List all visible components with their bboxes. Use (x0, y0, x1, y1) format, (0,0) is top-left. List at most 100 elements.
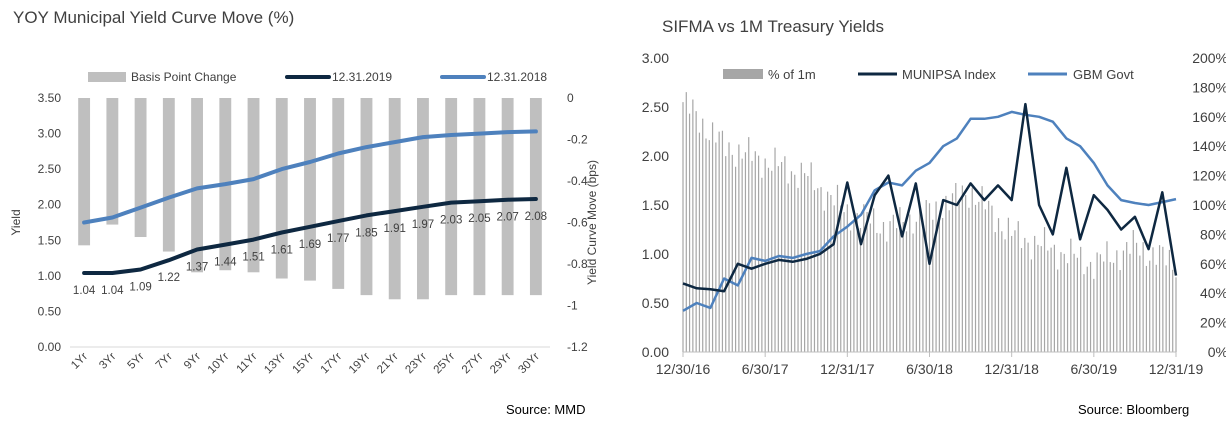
x-tick-label: 10Yr (206, 351, 232, 377)
legend-swatch (723, 69, 763, 79)
data-label: 1.97 (412, 219, 434, 231)
x-tick-label: 12/31/18 (984, 361, 1039, 377)
bar (445, 98, 458, 296)
series-line (82, 197, 538, 275)
x-tick-label: 15Yr (290, 351, 316, 377)
y-tick-label: 0.00 (38, 340, 62, 354)
bar (106, 98, 119, 225)
legend-label: 12.31.2018 (487, 70, 547, 84)
data-label: 1.69 (299, 239, 321, 251)
y2-tick-label: 0% (1208, 344, 1226, 360)
y-tick-label: 1.50 (38, 233, 62, 247)
x-tick-label: 25Yr (432, 351, 458, 377)
y-tick-label: 3.00 (642, 50, 669, 66)
y-tick-label: 3.50 (38, 91, 62, 105)
y2-tick-label: -1.2 (567, 340, 588, 354)
x-tick-label: 9Yr (182, 351, 203, 372)
y-tick-label: 2.00 (38, 198, 62, 212)
data-label: 1.04 (101, 285, 124, 297)
x-tick-label: 13Yr (262, 351, 288, 377)
x-tick-label: 6/30/18 (906, 361, 953, 377)
x-tick-label: 29Yr (488, 351, 514, 377)
legend-swatch (88, 72, 126, 82)
data-label: 1.44 (214, 257, 237, 269)
data-label: 1.61 (271, 244, 293, 256)
data-label: 1.09 (129, 281, 151, 293)
bar (332, 98, 345, 289)
sifma-treasury-chart-panel: SIFMA vs 1M Treasury Yields 3.00 2.50 2.00… (615, 0, 1226, 427)
y-tick-label: 1.00 (38, 269, 62, 283)
data-label: 2.05 (468, 213, 490, 225)
bar (360, 98, 373, 296)
yield-curve-chart: 3.50 3.00 2.50 2.00 1.50 1.00 0.50 0.00 0 -0.2 -0.… (9, 70, 599, 377)
y-tick-label: 2.00 (642, 148, 669, 164)
series-line (682, 102, 1178, 293)
y2-tick-label: -0.2 (567, 133, 588, 147)
bar (134, 98, 147, 238)
y-tick-label: 1.50 (642, 197, 669, 213)
y-tick-label: 2.50 (642, 99, 669, 115)
bar (78, 98, 91, 246)
x-tick-label: 5Yr (126, 351, 147, 372)
y2-tick-label: -0.6 (567, 216, 588, 230)
x-tick-label: 7Yr (154, 351, 175, 372)
bar (417, 98, 429, 300)
x-tick-label: 6/30/19 (1070, 361, 1117, 377)
y-tick-label: 2.50 (38, 162, 62, 176)
series-line (682, 110, 1177, 312)
bar (304, 98, 316, 281)
y-tick-label: 0.50 (38, 304, 62, 318)
data-label: 1.85 (355, 227, 377, 239)
y2-tick-label: 140% (1192, 138, 1226, 154)
x-tick-label: 3Yr (97, 351, 118, 372)
y2-tick-label: 120% (1192, 168, 1226, 184)
legend-label: MUNIPSA Index (902, 67, 996, 82)
x-tick-label: 11Yr (235, 351, 260, 376)
y-tick-label: 1.00 (642, 246, 669, 262)
x-tick-label: 1Yr (69, 351, 90, 372)
legend-label: GBM Govt (1073, 67, 1134, 82)
y2-tick-label: -0.4 (567, 174, 588, 188)
y2-tick-label: 20% (1200, 315, 1226, 331)
yield-curve-chart-panel: YOY Municipal Yield Curve Move (%) 3.50 3… (0, 0, 600, 427)
x-tick-label: 17Yr (319, 351, 345, 377)
y-axis-label: Yield (9, 209, 23, 235)
bar (388, 98, 401, 300)
x-tick-label: 12/31/17 (820, 361, 875, 377)
legend-label: 12.31.2019 (332, 70, 392, 84)
bar (191, 98, 203, 273)
bar (501, 98, 514, 296)
data-label: 1.22 (158, 272, 180, 284)
y2-tick-label: 0 (567, 91, 574, 105)
source-note: Source: MMD (506, 402, 586, 417)
x-tick-label: 6/30/17 (742, 361, 789, 377)
x-tick-label: 12/30/16 (656, 361, 711, 377)
data-label: 1.91 (384, 223, 406, 235)
y2-tick-label: 200% (1192, 50, 1226, 66)
chart-title: YOY Municipal Yield Curve Move (%) (13, 8, 295, 27)
x-tick-label: 23Yr (403, 351, 429, 377)
bar (162, 98, 175, 252)
sifma-treasury-chart: 3.00 2.50 2.00 1.50 1.00 0.50 0.00 200% 180% 160%… (642, 50, 1226, 377)
y2-axis-label: Yield Curve Move (bps) (585, 160, 599, 285)
legend-label: Basis Point Change (131, 70, 237, 84)
y2-tick-label: 160% (1192, 109, 1226, 125)
x-tick-label: 12/31/19 (1149, 361, 1204, 377)
bar (529, 98, 542, 296)
data-label: 1.37 (186, 262, 208, 274)
data-label: 2.03 (440, 215, 462, 227)
data-label: 2.08 (525, 211, 547, 223)
x-tick-label: 19Yr (347, 351, 373, 377)
y2-tick-label: 40% (1200, 285, 1226, 301)
bar (473, 98, 486, 296)
y2-tick-label: 80% (1200, 226, 1226, 242)
x-tick-label: 21Yr (375, 351, 401, 377)
data-label: 1.77 (327, 233, 349, 245)
y2-tick-label: 180% (1192, 79, 1226, 95)
y-tick-label: 3.00 (38, 127, 62, 141)
data-label: 1.51 (242, 252, 264, 264)
y2-tick-label: 100% (1192, 197, 1226, 213)
bar (275, 98, 288, 279)
data-label: 1.04 (73, 285, 96, 297)
legend-label: % of 1m (768, 67, 816, 82)
